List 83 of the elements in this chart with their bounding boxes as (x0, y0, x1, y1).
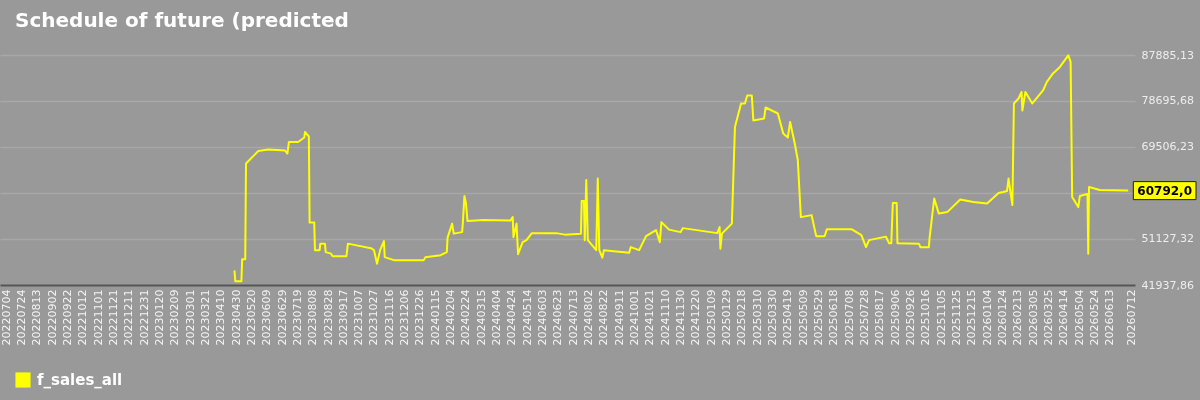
x-tick-label: 20241021 (643, 289, 657, 346)
x-tick-label: 20231007 (352, 289, 366, 346)
x-tick-label: 20241110 (658, 289, 672, 346)
x-tick-label: 20250419 (781, 289, 795, 346)
x-tick-label: 20241130 (674, 289, 688, 346)
x-tick-label: 20220813 (30, 289, 44, 346)
x-tick-label: 20230301 (183, 289, 197, 346)
x-tick-label: 20240911 (612, 289, 626, 346)
x-tick-label: 20231116 (382, 289, 396, 346)
x-tick-label: 20240802 (582, 289, 596, 346)
x-tick-label: 20231226 (413, 289, 427, 346)
x-tick-label: 20260213 (1011, 289, 1025, 346)
x-tick-label: 20241220 (689, 289, 703, 346)
x-tick-label: 20220724 (14, 289, 28, 346)
x-tick-label: 20240224 (459, 289, 473, 346)
x-tick-label: 20260325 (1041, 289, 1055, 346)
x-tick-label: 20260124 (995, 289, 1009, 346)
x-tick-label: 20221101 (91, 289, 105, 346)
x-tick-label: 20230719 (290, 289, 304, 346)
x-tick-label: 20230520 (244, 289, 258, 346)
x-tick-label: 20250926 (903, 289, 917, 346)
x-tick-label: 20260414 (1057, 289, 1071, 346)
x-tick-label: 20230430 (229, 289, 243, 346)
x-tick-label: 20250330 (766, 289, 780, 346)
x-tick-label: 20240315 (474, 289, 488, 346)
x-tick-label: 20221121 (106, 289, 120, 346)
y-tick-label: 41937,86 (1141, 278, 1194, 292)
x-tick-label: 20240822 (597, 289, 611, 346)
x-tick-label: 20250509 (796, 289, 810, 346)
x-tick-label: 20241001 (628, 289, 642, 346)
x-tick-label: 20250618 (827, 289, 841, 346)
x-tick-label: 20230209 (168, 289, 182, 346)
x-tick-label: 20240424 (505, 289, 519, 346)
x-tick-label: 20251215 (965, 289, 979, 346)
legend-label: f_sales_all (37, 371, 123, 389)
x-tick-label: 20250310 (750, 289, 764, 346)
line-series (233, 54, 1129, 283)
x-tick-label: 20230808 (306, 289, 320, 346)
chart-title: Schedule of future (predicted (15, 8, 349, 32)
y-tick-label: 78695,68 (1141, 94, 1194, 108)
x-tick-label: 20220922 (60, 289, 74, 346)
x-tick-label: 20250129 (720, 289, 734, 346)
x-tick-label: 20231206 (398, 289, 412, 346)
x-tick-label: 20250728 (857, 289, 871, 346)
x-tick-label: 20220902 (45, 289, 59, 346)
x-tick-label: 20251105 (934, 289, 948, 346)
x-tick-label: 20240603 (536, 289, 550, 346)
x-tick-label: 20230410 (214, 289, 228, 346)
y-tick-label: 69506,23 (1141, 140, 1194, 154)
x-tick-label: 20230120 (152, 289, 166, 346)
x-tick-label: 20260712 (1125, 289, 1139, 346)
x-tick-label: 20240623 (551, 289, 565, 346)
x-tick-label: 20220704 (0, 289, 13, 346)
x-tick-label: 20240713 (566, 289, 580, 346)
x-tick-label: 20250218 (735, 289, 749, 346)
x-tick-label: 20250529 (811, 289, 825, 346)
x-tick-label: 20230629 (275, 289, 289, 346)
x-tick-label: 20240514 (520, 289, 534, 346)
x-tick-label: 20260104 (980, 289, 994, 346)
x-tick-label: 20240204 (444, 289, 458, 346)
x-tick-label: 20260613 (1103, 289, 1117, 346)
x-tick-label: 20221231 (137, 289, 151, 346)
x-tick-label: 20250906 (888, 289, 902, 346)
y-tick-label: 51127,32 (1141, 232, 1194, 246)
annotation: 60792,0 (1137, 183, 1192, 198)
x-tick-label: 20230828 (321, 289, 335, 346)
x-tick-label: 20260524 (1087, 289, 1101, 346)
x-tick-label: 20251016 (919, 289, 933, 346)
x-tick-label: 20251125 (949, 289, 963, 346)
x-tick-label: 20240404 (490, 289, 504, 346)
x-tick-label: 20260504 (1072, 289, 1086, 346)
x-tick-label: 20250708 (842, 289, 856, 346)
x-tick-label: 20250109 (704, 289, 718, 346)
x-tick-label: 20230609 (260, 289, 274, 346)
y-tick-label: 87885,13 (1141, 48, 1194, 62)
x-tick-label: 20221012 (76, 289, 90, 346)
x-tick-label: 20230321 (198, 289, 212, 346)
x-tick-label: 20240115 (428, 289, 442, 346)
x-tick-label: 20221211 (122, 289, 136, 346)
x-tick-label: 20250817 (873, 289, 887, 346)
x-tick-label: 20231027 (367, 289, 381, 346)
x-tick-label: 20260305 (1026, 289, 1040, 346)
x-tick-label: 20230917 (336, 289, 350, 346)
